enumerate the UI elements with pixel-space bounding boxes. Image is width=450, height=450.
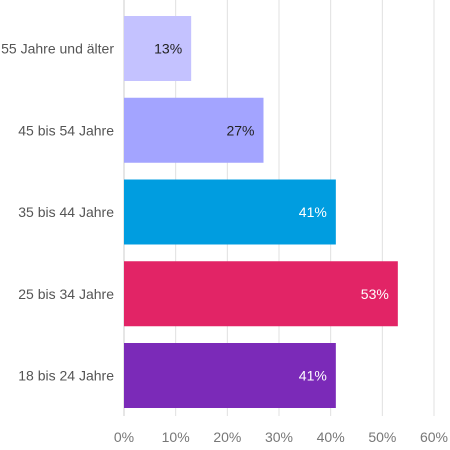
bar	[124, 261, 398, 327]
value-label: 41%	[299, 368, 327, 384]
x-tick-label: 40%	[317, 429, 345, 445]
bar	[124, 97, 264, 163]
x-tick-label: 60%	[420, 429, 448, 445]
category-label: 55 Jahre und älter	[1, 41, 114, 57]
value-label: 53%	[361, 286, 389, 302]
x-axis-ticks: 0% 10% 20% 30% 40% 50% 60%	[114, 429, 448, 445]
category-label: 45 bis 54 Jahre	[18, 122, 114, 138]
x-tick-label: 0%	[114, 429, 134, 445]
bar	[124, 179, 336, 245]
value-label: 13%	[154, 41, 182, 57]
x-tick-label: 30%	[265, 429, 293, 445]
bar	[124, 343, 336, 408]
bars	[124, 16, 398, 408]
category-label: 35 bis 44 Jahre	[18, 204, 114, 220]
value-labels: 13% 27% 41% 53% 41%	[154, 41, 389, 384]
x-tick-label: 50%	[368, 429, 396, 445]
category-labels: 55 Jahre und älter 45 bis 54 Jahre 35 bis …	[1, 41, 114, 384]
bar	[124, 16, 192, 81]
category-label: 25 bis 34 Jahre	[18, 286, 114, 302]
value-label: 41%	[299, 204, 327, 220]
x-tick-label: 10%	[162, 429, 190, 445]
category-label: 18 bis 24 Jahre	[18, 368, 114, 384]
value-label: 27%	[226, 122, 254, 138]
x-tick-label: 20%	[213, 429, 241, 445]
